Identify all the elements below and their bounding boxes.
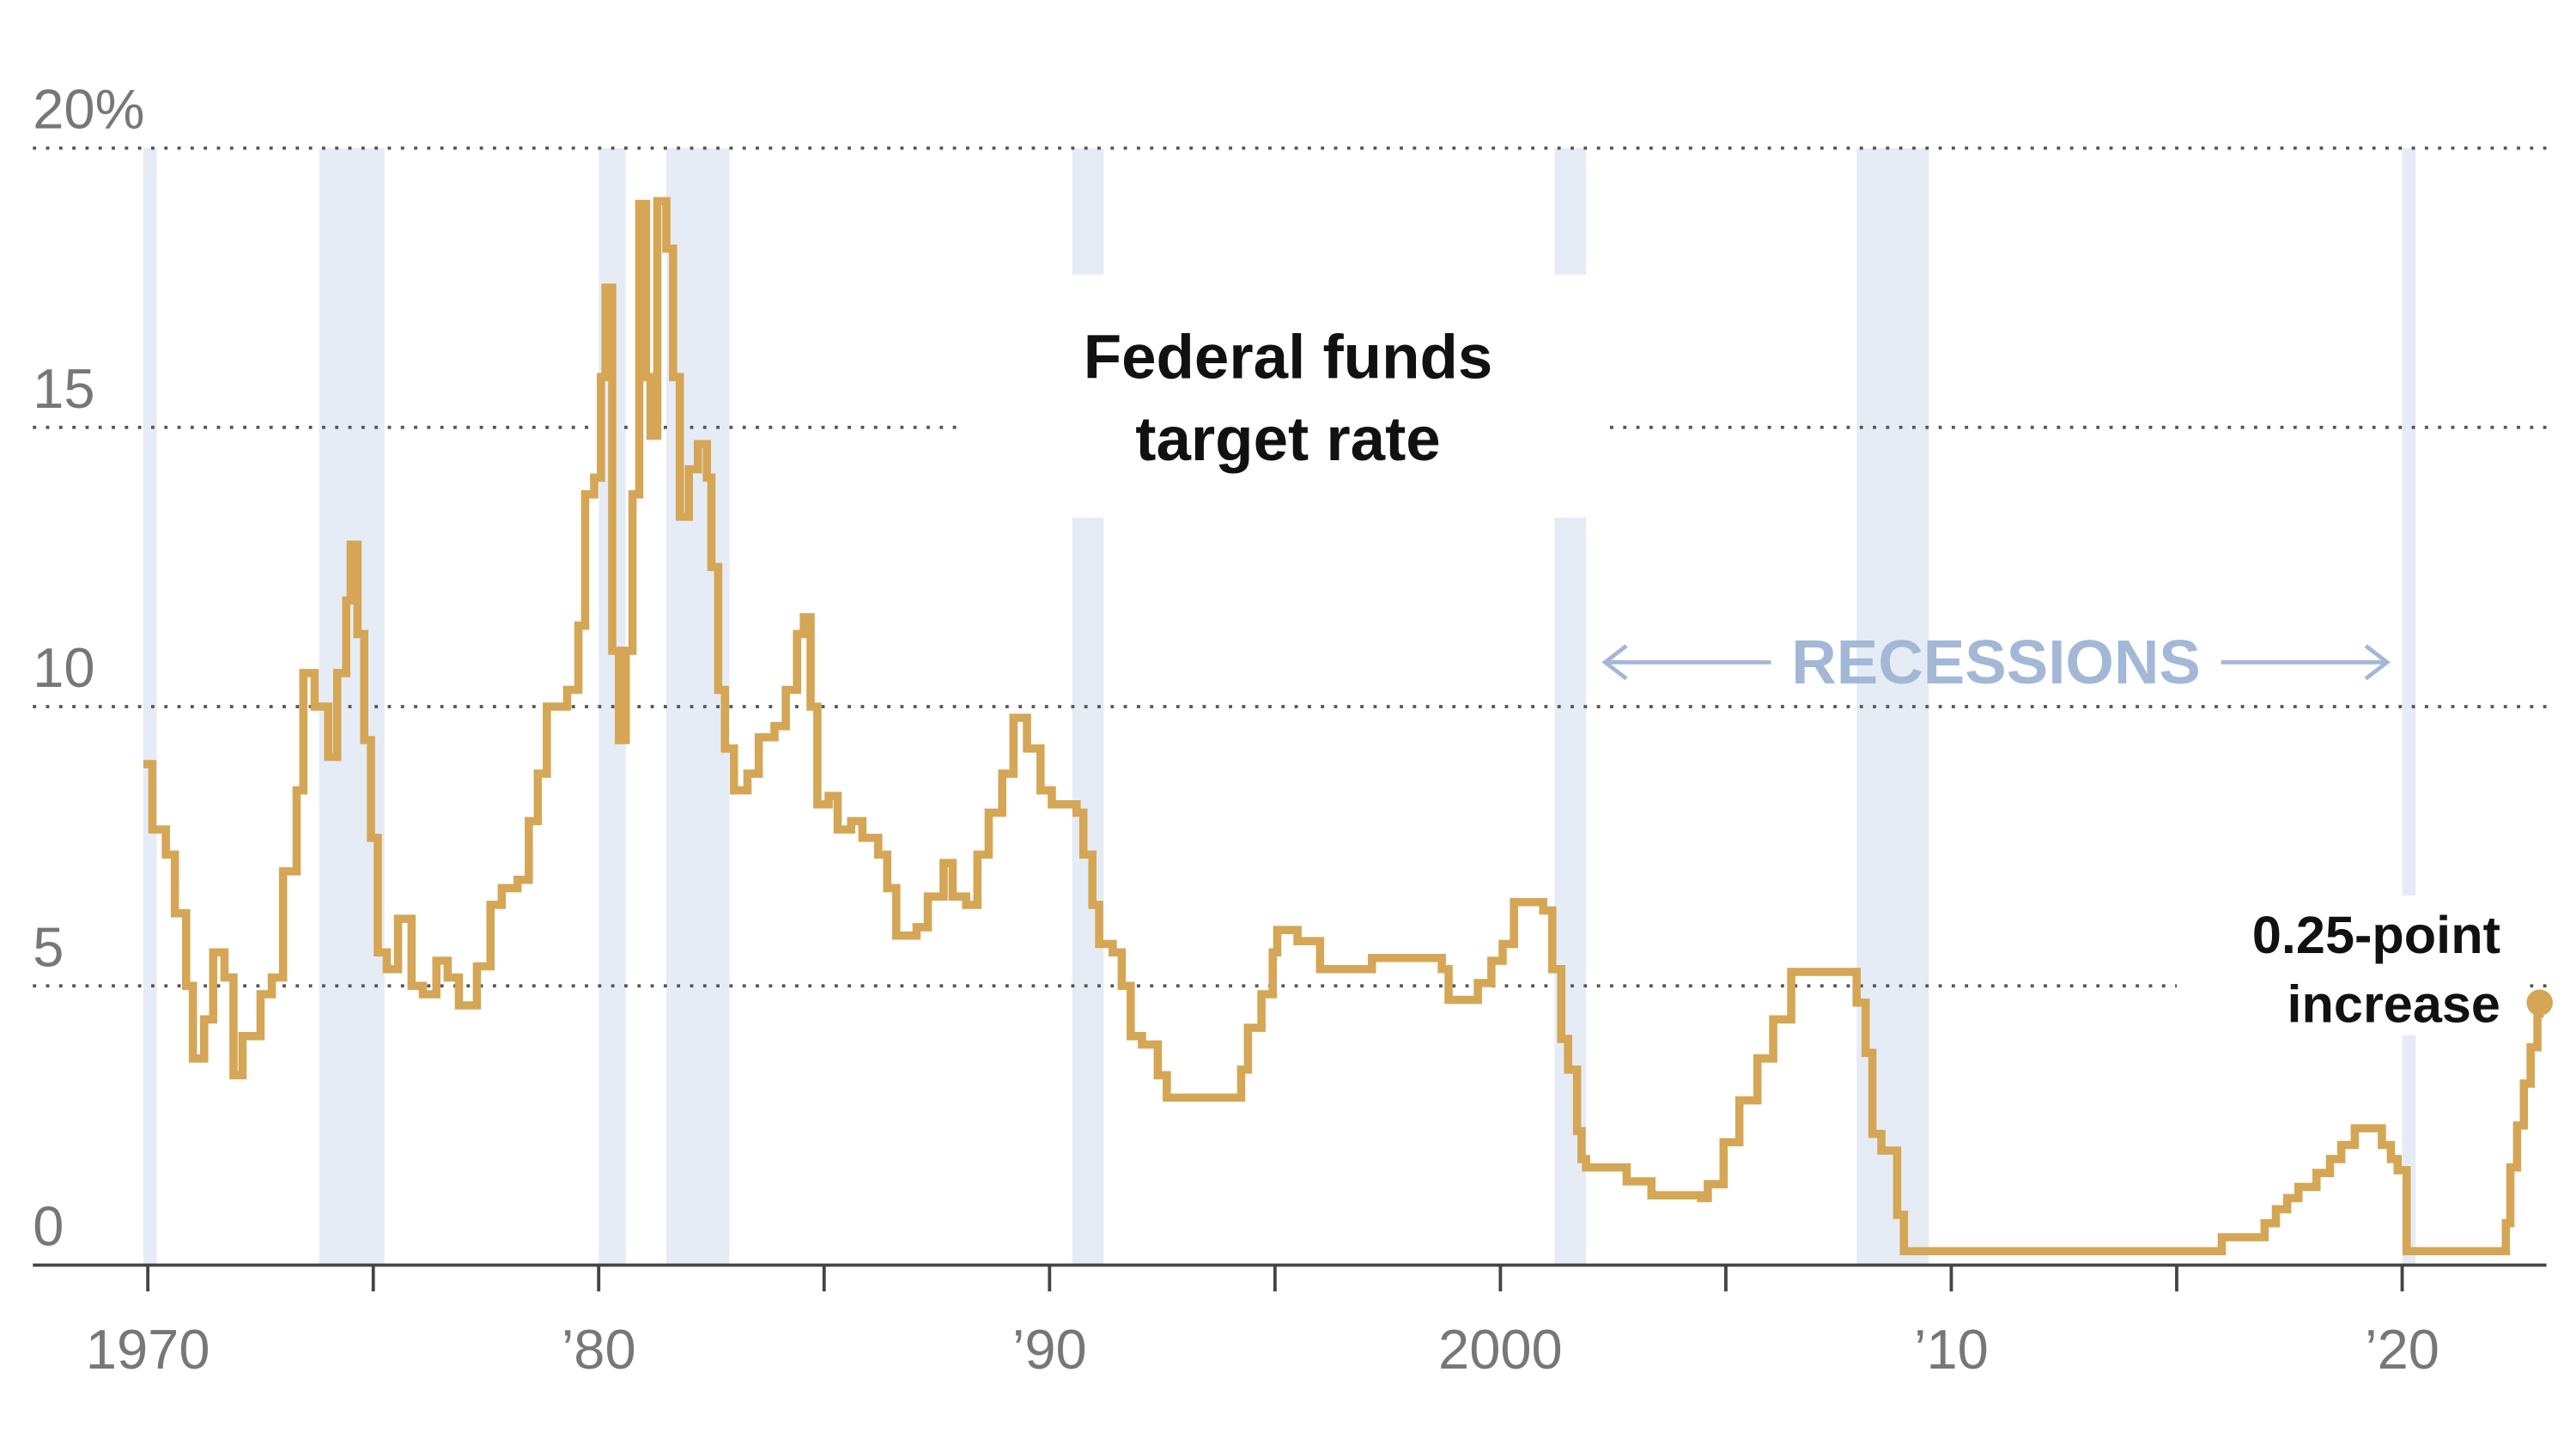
x-tick-label: ’10 (1914, 1318, 1989, 1381)
x-tick-label: ’80 (562, 1318, 636, 1381)
title-backdrop (964, 274, 1610, 518)
recession-band (143, 148, 157, 1266)
recession-label: RECESSIONS (1791, 628, 2201, 697)
y-tick-label: 15 (33, 357, 94, 420)
y-tick-label: 10 (33, 636, 94, 699)
chart-title: target rate (1135, 404, 1441, 474)
arrow-left-head (1601, 644, 1628, 681)
x-tick-label: 1970 (86, 1318, 210, 1381)
end-dot (2526, 989, 2553, 1017)
x-tick-label: ’90 (1012, 1318, 1087, 1381)
arrow-right-head (2364, 644, 2391, 681)
recession-arrows (1601, 644, 2391, 681)
x-tick-label: ’20 (2365, 1318, 2439, 1381)
plot (143, 197, 2553, 1256)
y-tick-label: 5 (33, 915, 64, 978)
recession-band (1856, 148, 1929, 1266)
rate-line (143, 197, 2544, 1256)
axes: 0 5 10 15 20% 1970 ’80 ’90 2000 ’10 ’20 (33, 78, 2547, 1381)
x-tick-label: 2000 (1438, 1318, 1563, 1381)
y-tick-label: 0 (33, 1195, 64, 1258)
annotation: 0.25-point (2252, 906, 2500, 964)
annotation: increase (2287, 974, 2500, 1033)
y-tick-label: 20% (33, 78, 144, 141)
chart-title: Federal funds (1084, 322, 1493, 392)
grid (33, 146, 2547, 988)
annotation-backdrop (2177, 895, 2530, 1035)
